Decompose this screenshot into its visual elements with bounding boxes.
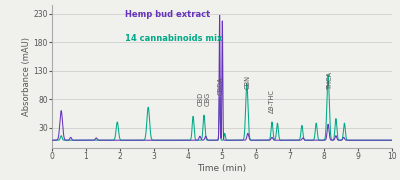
Text: Δ9-THC: Δ9-THC (269, 89, 275, 113)
X-axis label: Time (min): Time (min) (198, 164, 246, 173)
Text: THCA: THCA (327, 71, 333, 89)
Text: CBDA: CBDA (217, 76, 223, 95)
Text: CBN: CBN (244, 75, 250, 89)
Text: 14 cannabinoids mix: 14 cannabinoids mix (125, 34, 222, 43)
Text: Hemp bud extract: Hemp bud extract (125, 10, 210, 19)
Y-axis label: Absorbance (mAU): Absorbance (mAU) (22, 37, 30, 116)
Text: CBD
CBG: CBD CBG (198, 92, 210, 106)
